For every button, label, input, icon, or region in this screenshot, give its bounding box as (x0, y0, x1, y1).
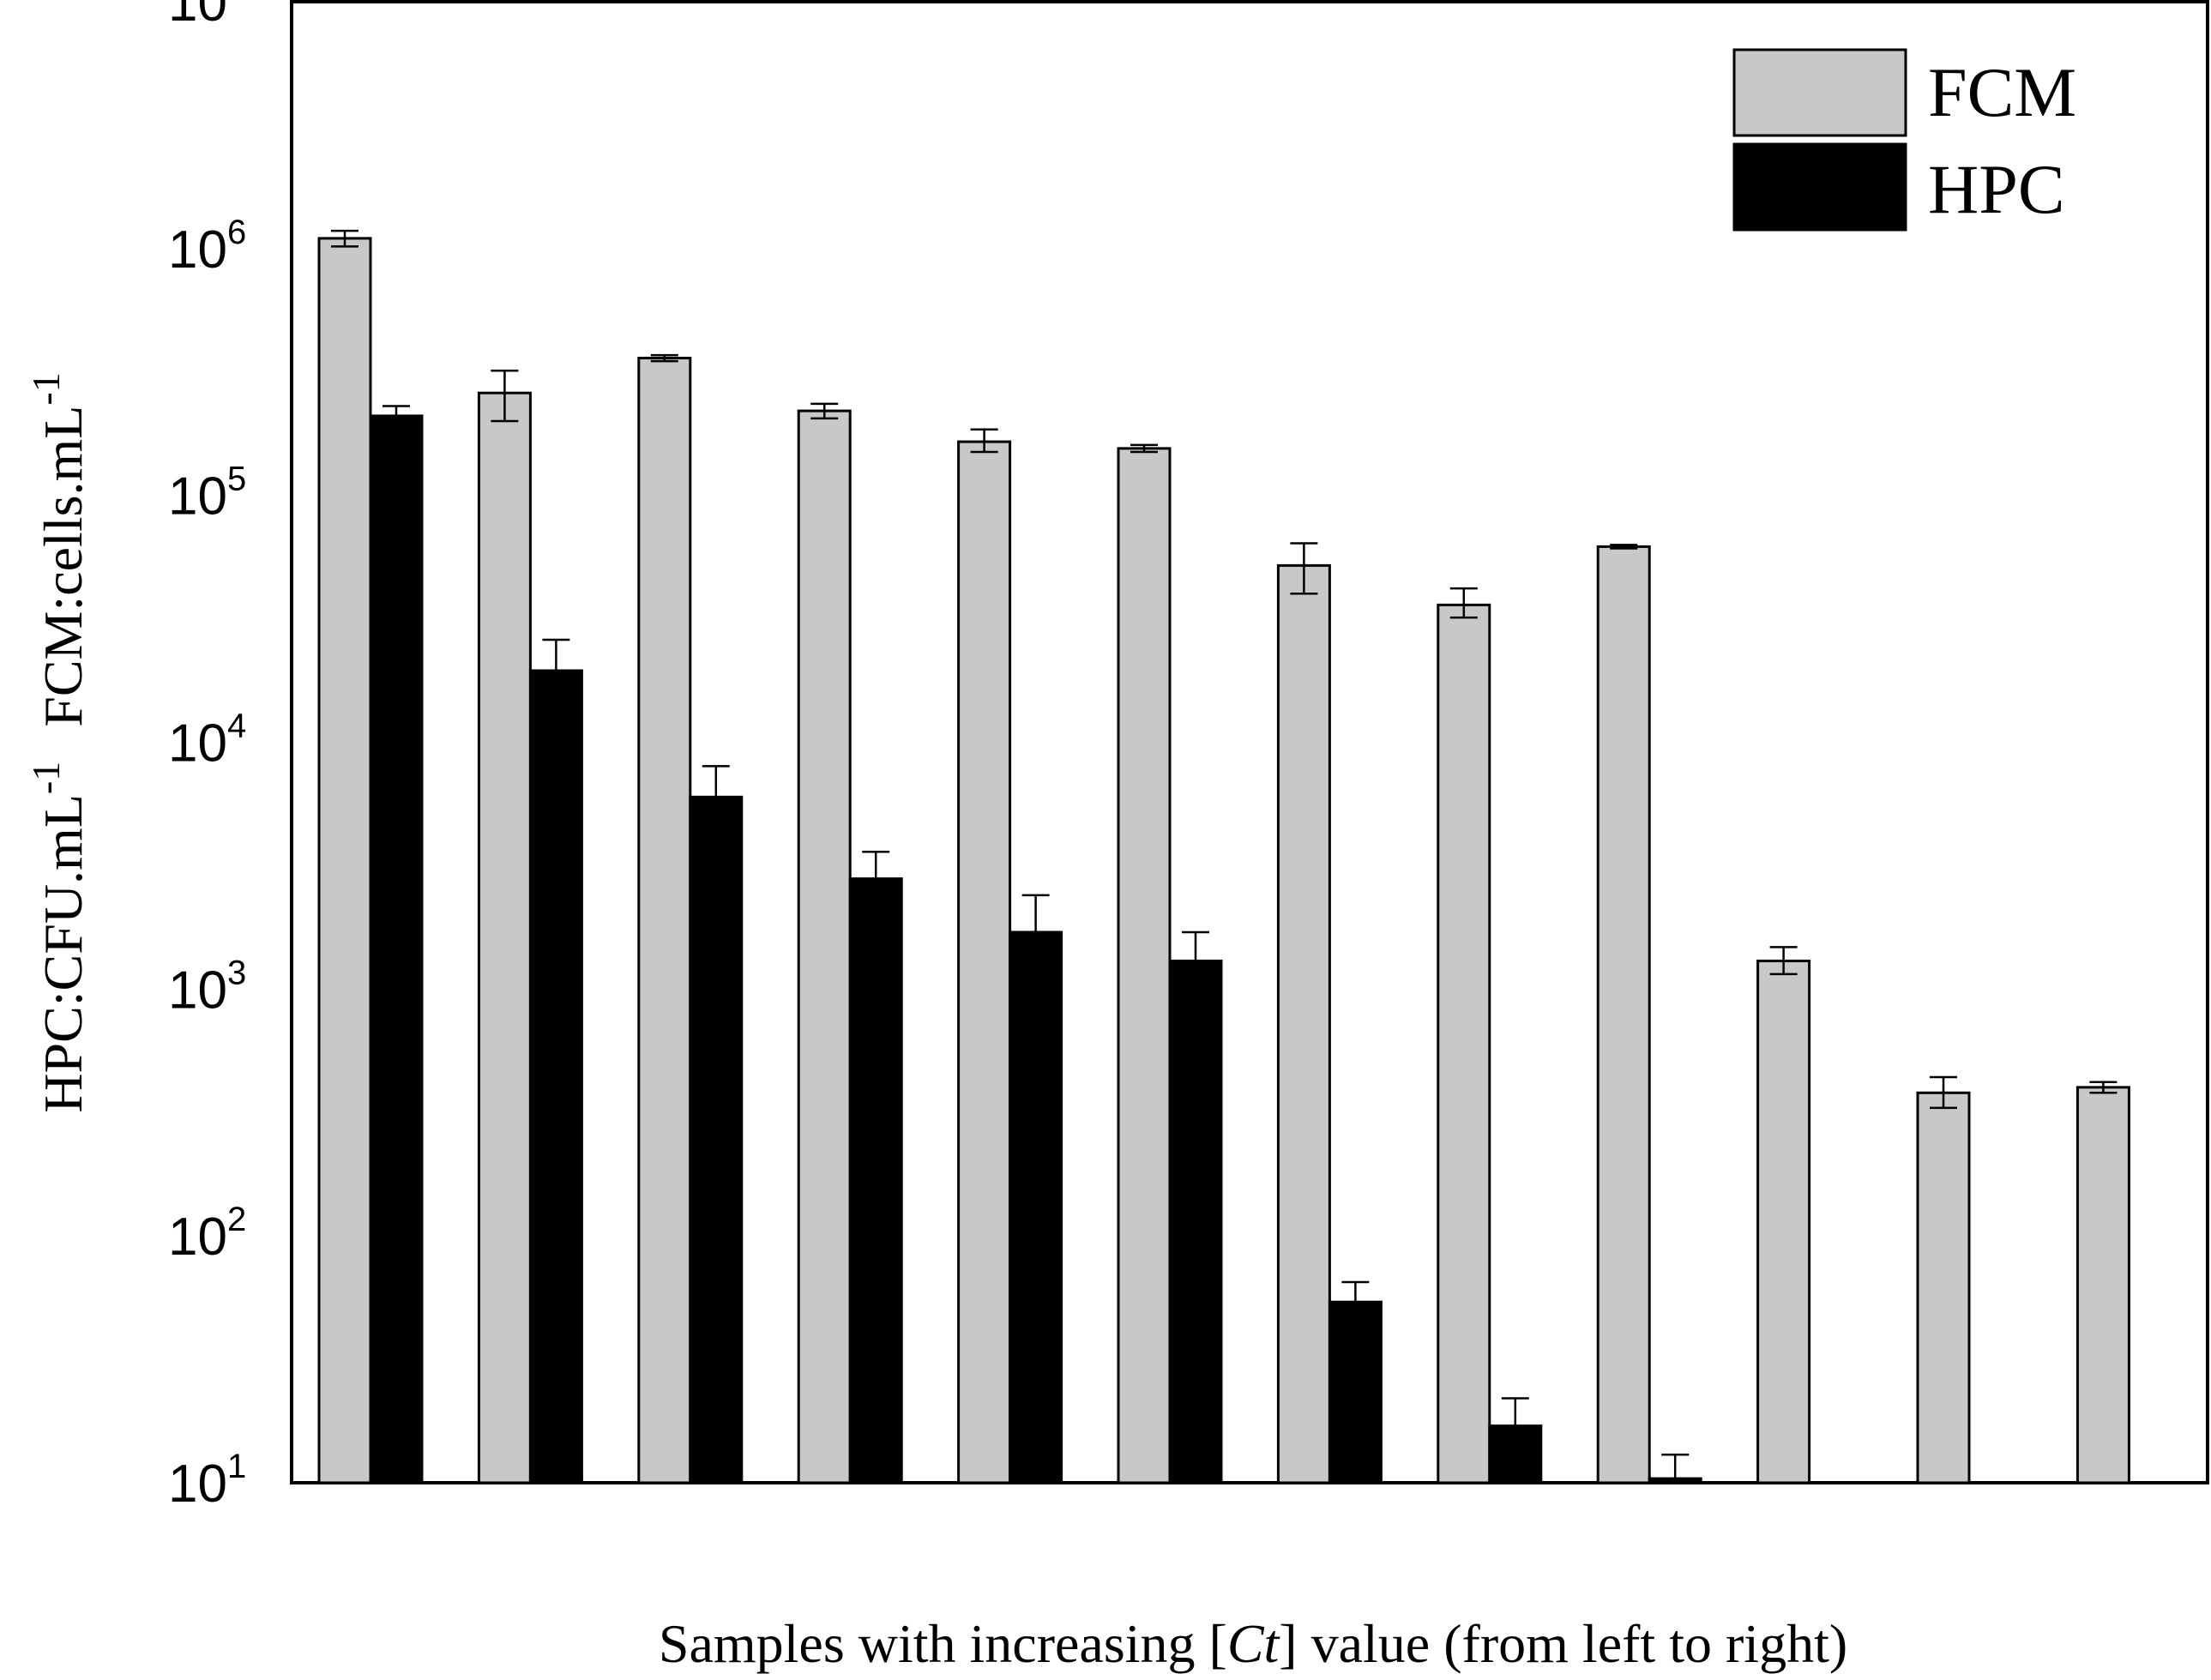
error-bars (331, 229, 2118, 1479)
y-axis-label-fcm-exponent: -1 (24, 372, 68, 405)
bar-fcm-6 (1117, 447, 1172, 1484)
bar-fcm-3 (637, 357, 692, 1484)
y-axis-label: HPC:CFU.mL-1FCM:cells.mL-1 (24, 372, 93, 1112)
x-axis-label-suffix: ] value (from left to right) (1279, 1613, 1847, 1674)
bar-hpc-9 (1648, 1477, 1702, 1484)
svg-text:HPC:CFU.mL-1FCM:cells.mL-1: HPC:CFU.mL-1FCM:cells.mL-1 (24, 372, 93, 1112)
y-axis-label-hpc: HPC:CFU.mL (33, 794, 93, 1113)
x-axis-label-italic: Ct (1227, 1613, 1281, 1674)
plot-frame (290, 0, 2209, 1484)
legend-label-hpc: HPC (1928, 150, 2065, 228)
bar-fcm-11 (1916, 1091, 1971, 1484)
bar-fcm-5 (957, 440, 1012, 1484)
bar-fcm-9 (1596, 545, 1651, 1484)
bar-hpc-7 (1328, 1300, 1383, 1484)
y-tick-label: 105 (168, 461, 246, 527)
bar-fcm-8 (1437, 603, 1491, 1484)
bar-hpc-2 (528, 669, 583, 1484)
y-tick-label: 106 (168, 214, 246, 280)
y-tick-label: 101 (168, 1448, 246, 1514)
bar-fcm-2 (477, 391, 532, 1484)
bars (317, 237, 2130, 1484)
y-tick-label: 104 (168, 708, 246, 774)
y-tick-label: 103 (168, 954, 246, 1020)
bar-fcm-1 (317, 237, 372, 1484)
y-tick-label: 102 (168, 1201, 246, 1267)
x-axis-label-prefix: Samples with increasing [ (659, 1613, 1227, 1674)
bar-fcm-10 (1756, 960, 1811, 1484)
y-axis-ticks: 101 102 103 104 105 106 107 (168, 0, 246, 1514)
y-axis-label-hpc-exponent: -1 (24, 762, 68, 794)
x-axis-label: Samples with increasing [Ct] value (from… (659, 1613, 1847, 1674)
legend-swatch-hpc (1732, 142, 1907, 232)
y-axis-label-fcm: FCM:cells.mL (33, 406, 93, 727)
bar-hpc-5 (1009, 930, 1063, 1484)
bar-hpc-1 (369, 414, 424, 1484)
legend-swatch-fcm (1732, 48, 1907, 137)
bar-hpc-4 (848, 877, 903, 1484)
bar-fcm-7 (1276, 563, 1331, 1484)
legend: FCM HPC (1732, 48, 2076, 232)
bar-fcm-12 (2075, 1086, 2130, 1484)
legend-label-fcm: FCM (1928, 53, 2076, 131)
bar-hpc-8 (1488, 1424, 1543, 1484)
bar-fcm-4 (797, 409, 852, 1484)
bar-hpc-6 (1168, 960, 1223, 1484)
y-tick-label: 107 (168, 0, 246, 33)
bar-hpc-3 (689, 795, 744, 1484)
